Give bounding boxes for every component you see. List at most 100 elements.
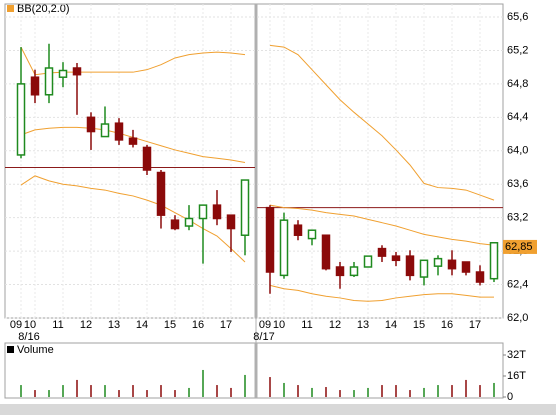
volume-bar: [20, 385, 22, 397]
candle-body: [100, 123, 110, 138]
candle-body: [433, 257, 443, 267]
last-price-box: [503, 239, 537, 254]
volume-bar: [479, 385, 481, 397]
y-tick-label: 62,0: [507, 312, 528, 324]
candle-body: [170, 219, 180, 230]
volume-bar: [146, 390, 148, 397]
candle-body: [198, 204, 208, 220]
volume-bar: [216, 385, 218, 397]
candle-body: [58, 69, 68, 78]
candle-body: [489, 242, 499, 280]
volume-bar: [325, 387, 327, 397]
candle-body: [405, 255, 415, 277]
candle-body: [156, 171, 166, 216]
candle-body: [142, 146, 152, 171]
y-tick-label: 64,8: [507, 78, 528, 90]
y-tick-label: 64,0: [507, 145, 528, 157]
volume-tick-label: 16T: [507, 370, 526, 382]
date-label: 8/17: [253, 331, 274, 343]
band-upper: [20, 44, 495, 201]
volume-panel: [4, 342, 504, 399]
candle-body: [72, 67, 82, 76]
candle-body: [114, 122, 124, 141]
x-tick-label: 13: [108, 319, 120, 331]
x-tick-label: 09: [259, 319, 271, 331]
candle-body: [335, 266, 345, 277]
y-tick-label: 63,6: [507, 178, 528, 190]
x-tick-label: 14: [136, 319, 148, 331]
candle-body: [349, 266, 359, 277]
candle-body: [279, 219, 289, 277]
y-tick-label: 65,2: [507, 44, 528, 56]
volume-bar: [493, 382, 495, 397]
volume-bar: [437, 385, 439, 397]
candle-body: [461, 261, 471, 273]
last-price-label: 62,85: [505, 241, 533, 253]
volume-bar: [381, 385, 383, 397]
y-tick-label: 65,6: [507, 11, 528, 23]
volume-bar: [90, 385, 92, 397]
candle-body: [240, 179, 250, 236]
y-tick-label: 63,2: [507, 212, 528, 224]
candle-body: [391, 255, 401, 262]
volume-bar: [311, 387, 313, 397]
volume-bar: [283, 382, 285, 397]
volume-title: Volume: [17, 344, 54, 356]
volume-bar: [132, 385, 134, 397]
volume-bar: [76, 379, 78, 397]
candle-body: [212, 204, 222, 220]
date-label: 8/16: [18, 331, 39, 343]
x-tick-label: 17: [220, 319, 232, 331]
volume-bar: [423, 387, 425, 397]
band-lower: [20, 175, 494, 302]
volume-bar: [202, 369, 204, 397]
volume-bar: [465, 379, 467, 397]
candle-body: [475, 271, 485, 283]
volume-bar: [104, 385, 106, 397]
volume-bar: [118, 390, 120, 397]
x-tick-label: 15: [413, 319, 425, 331]
volume-bar: [160, 385, 162, 397]
x-tick-label: 12: [329, 319, 341, 331]
candle-body: [226, 214, 236, 230]
x-tick-label: 12: [80, 319, 92, 331]
y-tick-label: 64,4: [507, 111, 528, 123]
x-tick-label: 16: [192, 319, 204, 331]
volume-bar: [367, 387, 369, 397]
candle-body: [16, 83, 26, 156]
legend-swatch: [7, 5, 14, 12]
candle-body: [377, 247, 387, 257]
candle-body: [265, 206, 275, 273]
candle-body: [321, 234, 331, 270]
status-strip: [0, 404, 556, 415]
volume-tick-label: 0: [507, 391, 513, 403]
x-tick-label: 10: [24, 319, 36, 331]
x-tick-label: 11: [52, 319, 63, 331]
candle-body: [293, 224, 303, 236]
volume-tick-label: 32T: [507, 349, 526, 361]
volume-bar: [48, 390, 50, 397]
volume-bar: [188, 387, 190, 397]
volume-bar: [244, 374, 246, 397]
volume-bar: [297, 385, 299, 397]
x-tick-label: 10: [273, 319, 285, 331]
candle-body: [307, 229, 317, 240]
x-tick-label: 14: [385, 319, 397, 331]
candle-body: [184, 217, 194, 227]
volume-bar: [174, 390, 176, 397]
volume-bar: [409, 390, 411, 397]
volume-bar: [451, 385, 453, 397]
x-tick-label: 17: [469, 319, 481, 331]
candle-body: [419, 259, 429, 278]
volume-bar: [353, 390, 355, 397]
candle-body: [30, 76, 40, 96]
candle-body: [447, 259, 457, 270]
candle-body: [363, 255, 373, 268]
volume-bar: [339, 390, 341, 397]
volume-bar: [34, 390, 36, 397]
volume-bar: [62, 385, 64, 397]
y-tick-label: 62,4: [507, 278, 528, 290]
candle-body: [44, 67, 54, 96]
legend-label: BB(20,2.0): [17, 3, 70, 15]
